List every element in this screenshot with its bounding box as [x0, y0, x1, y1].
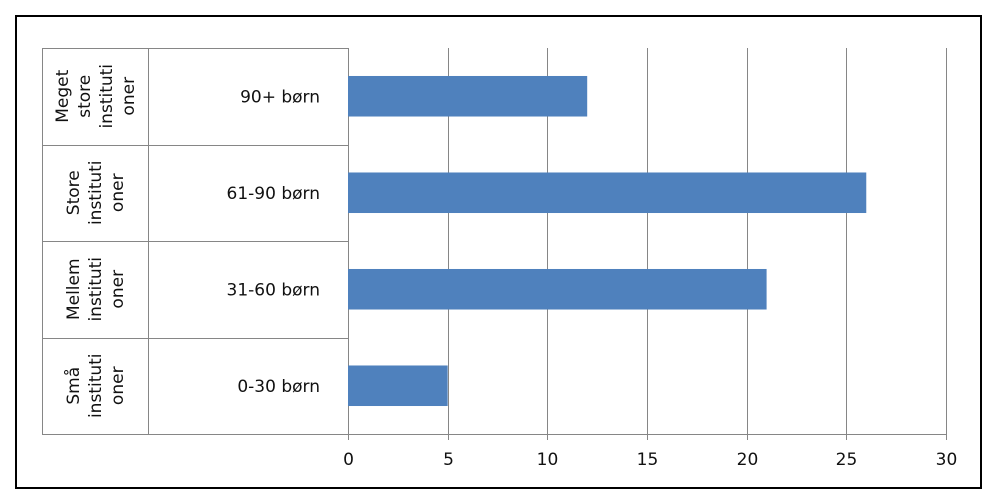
- category-labels: 0-30 børn 31-60 børn 61-90 børn 90+ børn: [227, 87, 320, 397]
- x-tick-label: 30: [936, 450, 958, 470]
- group-label-line: instituti: [97, 64, 117, 129]
- group-label-line: oner: [108, 366, 128, 405]
- x-tick-label: 25: [836, 450, 858, 470]
- bar-31-60-b-rn: [348, 268, 767, 310]
- group-label-line: Mellem: [64, 258, 84, 320]
- x-tick-label: 20: [737, 450, 759, 470]
- bars: [348, 75, 867, 407]
- group-label-line: Store: [64, 170, 84, 215]
- category-label: 0-30 børn: [237, 377, 320, 397]
- group-label-line: instituti: [86, 160, 106, 225]
- group-label-line: oner: [108, 173, 128, 212]
- x-tick-label: 5: [443, 450, 454, 470]
- category-label: 61-90 børn: [227, 184, 320, 204]
- group-label-line: oner: [119, 77, 139, 116]
- bar-61-90-b-rn: [348, 172, 867, 214]
- category-label: 90+ børn: [240, 87, 320, 107]
- group-label-line: store: [75, 75, 95, 118]
- x-tick-label: 10: [537, 450, 559, 470]
- group-label-line: instituti: [86, 257, 106, 322]
- category-label: 31-60 børn: [227, 280, 320, 300]
- group-label-line: Meget: [53, 69, 73, 122]
- axis-lines: [42, 48, 947, 440]
- x-tick-labels: 0 5 10 15 20 25 30: [343, 450, 957, 470]
- group-label-line: Små: [63, 367, 84, 405]
- x-tick-label: 0: [343, 450, 354, 470]
- bar-90-b-rn: [348, 75, 588, 117]
- bar-0-30-b-rn: [348, 365, 448, 407]
- group-label-line: oner: [108, 270, 128, 309]
- x-tick-label: 15: [637, 450, 659, 470]
- group-label-line: instituti: [86, 353, 106, 418]
